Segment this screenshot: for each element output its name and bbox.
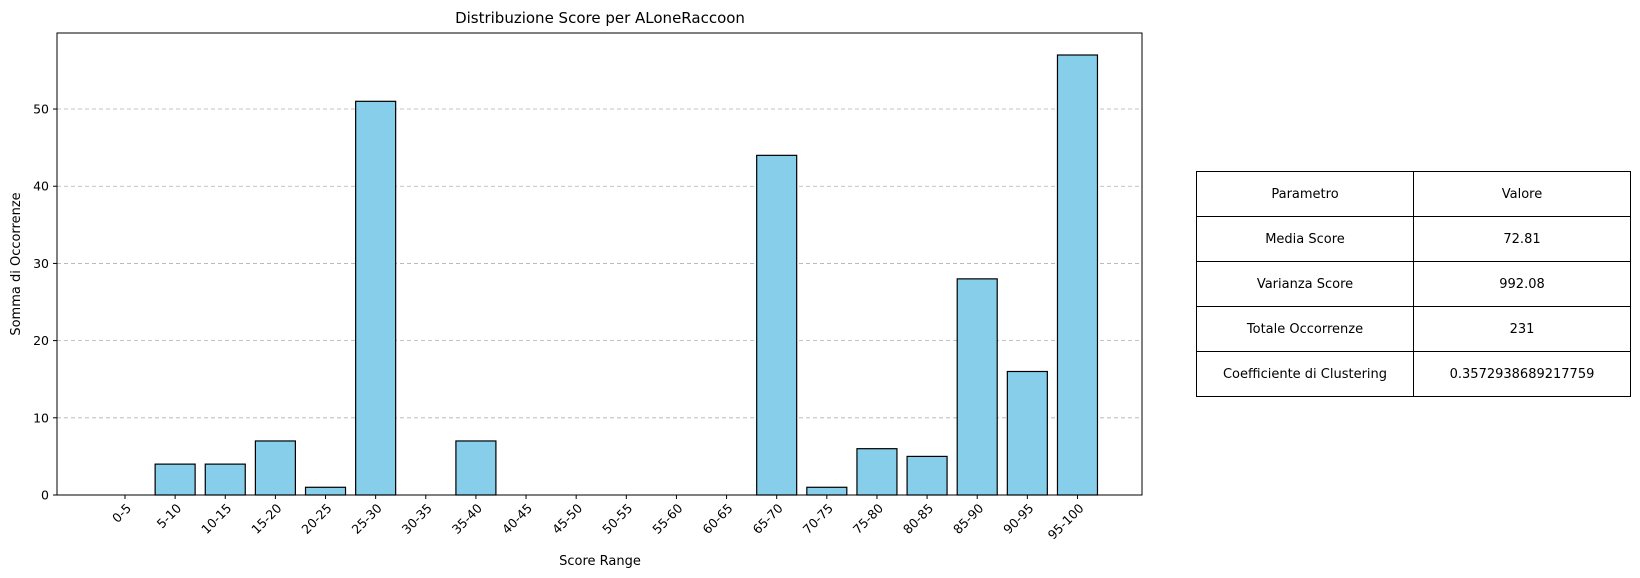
x-tick-label: 40-45 bbox=[499, 501, 535, 537]
table-header-row: Parametro Valore bbox=[1196, 171, 1631, 217]
x-tick-label: 75-80 bbox=[850, 500, 886, 536]
bar-5-10 bbox=[154, 463, 196, 496]
table-cell: 231 bbox=[1413, 306, 1631, 352]
y-tick-label: 10 bbox=[33, 410, 49, 425]
bar-65-70 bbox=[756, 154, 798, 496]
bar-90-95 bbox=[1006, 370, 1048, 496]
x-tick-label: 30-35 bbox=[399, 501, 435, 537]
y-axis-ticks: 0 10 20 30 40 50 bbox=[33, 102, 57, 503]
x-tick-label: 65-70 bbox=[750, 500, 786, 536]
bar-70-75 bbox=[806, 486, 848, 496]
bar-15-20 bbox=[254, 440, 296, 496]
table-row: Coefficiente di Clustering 0.357293868921… bbox=[1196, 351, 1631, 397]
x-tick-label: 90-95 bbox=[1000, 501, 1036, 537]
y-axis-title: Somma di Occorrenze bbox=[9, 192, 24, 335]
x-tick-label: 25-30 bbox=[348, 500, 384, 536]
x-tick-label: 55-60 bbox=[649, 500, 685, 536]
x-tick-label: 50-55 bbox=[599, 501, 635, 537]
x-tick-label: 35-40 bbox=[449, 500, 485, 536]
table-header-cell: Valore bbox=[1413, 171, 1631, 217]
y-tick-label: 20 bbox=[33, 333, 49, 348]
x-tick-label: 5-10 bbox=[154, 500, 185, 531]
y-tick-label: 0 bbox=[41, 488, 49, 503]
table-row: Varianza Score 992.08 bbox=[1196, 261, 1631, 307]
table-cell: Varianza Score bbox=[1196, 261, 1414, 307]
bar-85-90 bbox=[956, 278, 998, 496]
table-cell: Coefficiente di Clustering bbox=[1196, 351, 1414, 397]
x-tick-label: 10-15 bbox=[198, 501, 234, 537]
table-cell: Media Score bbox=[1196, 216, 1414, 262]
x-tick-label: 95-100 bbox=[1045, 500, 1087, 542]
bars bbox=[154, 54, 1099, 496]
x-tick-label: 85-90 bbox=[950, 500, 986, 536]
y-tick-label: 30 bbox=[33, 256, 49, 271]
table-row: Totale Occorrenze 231 bbox=[1196, 306, 1631, 352]
x-tick-label: 20-25 bbox=[298, 501, 334, 537]
table-cell: 992.08 bbox=[1413, 261, 1631, 307]
x-tick-label: 0-5 bbox=[109, 501, 134, 526]
bar-95-100 bbox=[1056, 54, 1099, 496]
bar-20-25 bbox=[304, 486, 347, 496]
bar-80-85 bbox=[906, 455, 948, 496]
bar-10-15 bbox=[204, 463, 246, 496]
x-tick-label: 60-65 bbox=[699, 501, 735, 537]
x-tick-label: 70-75 bbox=[800, 501, 836, 537]
y-tick-label: 40 bbox=[33, 179, 49, 194]
stats-table: Parametro Valore Media Score 72.81 Varianza … bbox=[1196, 171, 1631, 397]
table-cell: Totale Occorrenze bbox=[1196, 306, 1414, 352]
table-row: Media Score 72.81 bbox=[1196, 216, 1631, 262]
table-cell: 72.81 bbox=[1413, 216, 1631, 262]
bar-35-40 bbox=[455, 440, 497, 496]
chart-title: Distribuzione Score per ALoneRaccoon bbox=[455, 9, 745, 27]
y-tick-label: 50 bbox=[33, 102, 49, 117]
bar-25-30 bbox=[355, 100, 397, 496]
x-tick-label: 15-20 bbox=[248, 500, 284, 536]
table-header-cell: Parametro bbox=[1196, 171, 1414, 217]
x-axis-title: Score Range bbox=[559, 554, 641, 569]
x-axis-ticks: 0-5 5-10 10-15 15-20 20-25 25-30 30-35 35-40 40-… bbox=[109, 495, 1087, 542]
table-cell: 0.3572938689217759 bbox=[1413, 351, 1631, 397]
bar-75-80 bbox=[856, 448, 898, 496]
x-tick-label: 45-50 bbox=[549, 500, 585, 536]
x-tick-label: 80-85 bbox=[900, 501, 936, 537]
plot-frame bbox=[56, 32, 1143, 496]
